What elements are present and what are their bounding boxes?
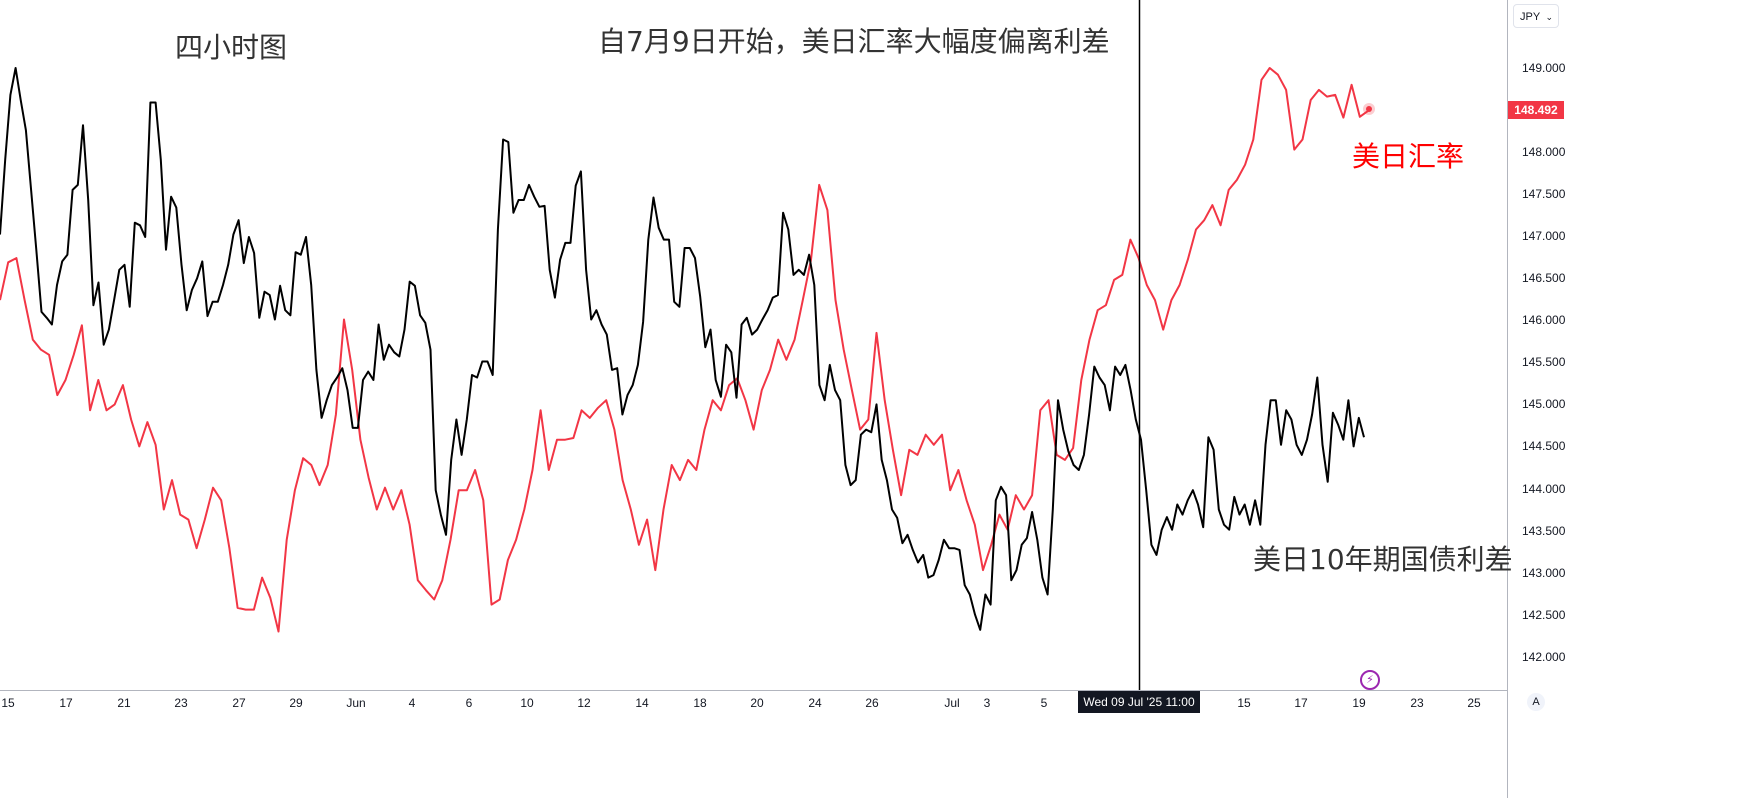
x-tick-label: 29: [289, 696, 303, 710]
y-tick-label: 146.000: [1522, 313, 1566, 328]
y-tick-label: 142.500: [1522, 607, 1566, 622]
x-tick-label: 4: [408, 696, 416, 710]
currency-selector[interactable]: JPY ⌄: [1513, 4, 1559, 28]
spread-label: 美日10年期国债利差: [1253, 543, 1513, 576]
x-tick-label: 15: [1, 696, 15, 710]
x-tick-label: 25: [1467, 696, 1481, 710]
x-tick-label: 17: [59, 696, 73, 710]
x-tick-label: 20: [750, 696, 764, 710]
last-price-badge: 148.492: [1508, 101, 1564, 119]
x-tick-label: 27: [232, 696, 246, 710]
x-tick-label: 6: [465, 696, 473, 710]
y-tick-label: 144.500: [1522, 439, 1566, 454]
y-tick-label: 142.000: [1522, 649, 1566, 664]
timeframe-annotation: 四小时图: [175, 31, 288, 64]
x-tick-label: 3: [983, 696, 991, 710]
y-tick-label: 149.000: [1522, 61, 1566, 75]
x-tick-label: 23: [1410, 696, 1424, 710]
y-tick-label: 146.500: [1522, 271, 1566, 286]
chevron-down-icon: ⌄: [1545, 12, 1553, 22]
y-tick-label: 144.000: [1522, 481, 1566, 496]
y-tick-label: 143.500: [1522, 523, 1566, 538]
x-tick-label: 23: [174, 696, 188, 710]
event-lightning-icon[interactable]: ⚡: [1360, 670, 1380, 690]
x-tick-label: Jun: [346, 696, 366, 710]
x-tick-label: 14: [635, 696, 649, 710]
y-tick-label: 147.000: [1522, 229, 1566, 244]
x-tick-label: 18: [693, 696, 707, 710]
last-price-dot: [1366, 106, 1372, 112]
yield-spread-series-line[interactable]: [0, 67, 1365, 631]
y-tick-label: 145.000: [1522, 397, 1566, 412]
auto-scale-button[interactable]: A: [1527, 693, 1545, 711]
y-tick-label: 148.000: [1522, 145, 1566, 160]
crosshair-date-label: Wed 09 Jul '25 11:00: [1078, 691, 1200, 713]
usdjpy-label: 美日汇率: [1352, 140, 1465, 173]
headline-annotation: 自7月9日开始，美日汇率大幅度偏离利差: [598, 25, 1110, 58]
currency-selector-label: JPY: [1520, 11, 1541, 23]
x-tick-label: 26: [865, 696, 879, 710]
usdjpy-series-line[interactable]: [0, 67, 1369, 633]
y-tick-label: 147.500: [1522, 187, 1566, 202]
x-tick-label: 17: [1294, 696, 1308, 710]
x-tick-label: 24: [808, 696, 822, 710]
x-tick-label: 21: [117, 696, 131, 710]
x-tick-label: 10: [520, 696, 534, 710]
x-tick-label: 15: [1237, 696, 1251, 710]
x-tick-label: 5: [1040, 696, 1048, 710]
y-tick-label: 143.000: [1522, 565, 1566, 580]
y-tick-label: 145.500: [1522, 355, 1566, 370]
x-tick-label: 12: [577, 696, 591, 710]
x-tick-label: Jul: [944, 696, 960, 710]
x-tick-label: 19: [1352, 696, 1366, 710]
